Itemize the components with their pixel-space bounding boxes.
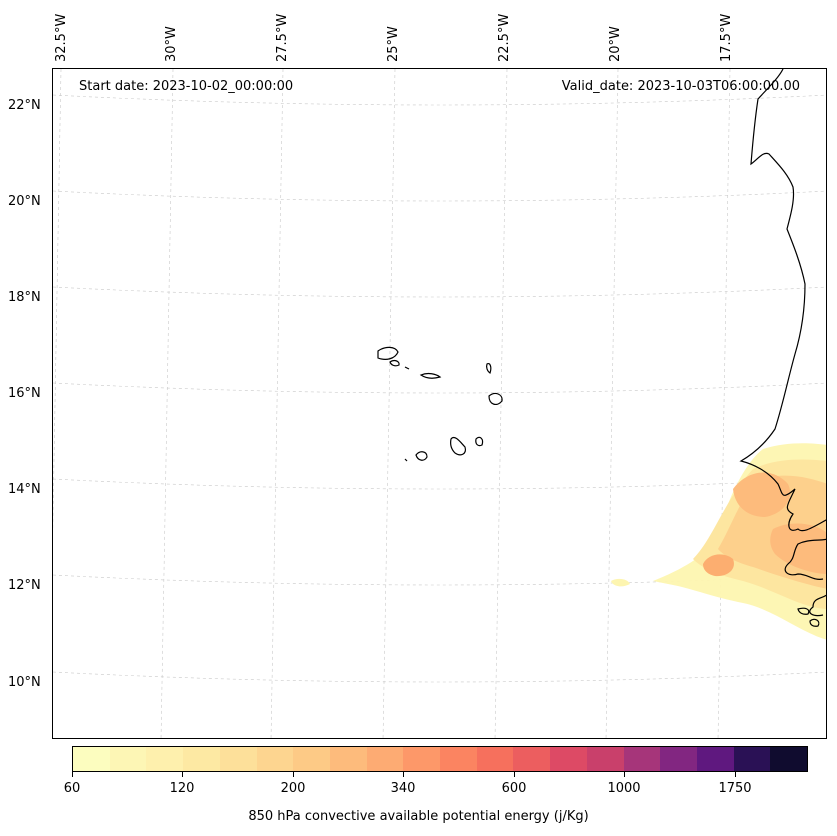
longitude-label: 20°W <box>608 26 623 62</box>
island-sao-vicente <box>389 359 400 367</box>
coastlines <box>377 69 826 627</box>
cape-fleck <box>611 578 630 587</box>
colorbar-tick-label: 60 <box>63 781 81 796</box>
latitude-label: 18°N <box>8 290 41 305</box>
island-santo-antao <box>377 346 399 360</box>
longitude-label: 30°W <box>164 26 179 62</box>
colorbar-tick-label: 600 <box>501 781 527 796</box>
colorbar-tick-label: 1750 <box>718 781 752 796</box>
latitude-label: 10°N <box>8 675 41 690</box>
island-maio <box>475 436 484 447</box>
island-brava <box>404 458 408 462</box>
meridian-line <box>605 69 619 738</box>
latitude-label: 22°N <box>8 98 41 113</box>
colorbar-tick <box>624 772 625 777</box>
map-svg <box>53 69 826 738</box>
island-santa-luzia <box>404 366 410 370</box>
colorbar-segment <box>146 747 184 771</box>
map-canvas[interactable] <box>52 68 827 739</box>
colorbar-tick <box>182 772 183 777</box>
longitude-label: 32.5°W <box>54 13 69 62</box>
island-bijagos-1 <box>797 607 810 615</box>
colorbar-tick <box>735 772 736 777</box>
gridlines <box>53 69 826 738</box>
colorbar-segment <box>550 747 587 771</box>
colorbar-segment <box>329 747 367 771</box>
colorbar-segment <box>513 747 551 771</box>
meridian-line <box>270 69 284 738</box>
africa-coastline <box>739 69 826 532</box>
meridian-line <box>494 69 508 738</box>
island-santiago <box>450 436 466 456</box>
colorbar-segment <box>660 747 697 771</box>
parallel-line <box>53 94 826 106</box>
parallel-line <box>53 190 826 202</box>
valid-date-label: Valid_date: 2023-10-03T06:00:00.00 <box>561 79 800 94</box>
colorbar-segment <box>109 747 147 771</box>
parallel-line <box>53 478 826 490</box>
colorbar-tick-label: 1000 <box>607 781 641 796</box>
colorbar-tick <box>514 772 515 777</box>
cape-field <box>611 443 826 640</box>
island-bijagos-2 <box>809 618 820 627</box>
island-sal <box>486 362 492 374</box>
parallel-line <box>53 574 826 586</box>
longitude-label: 22.5°W <box>497 13 512 62</box>
meridian-line <box>382 69 396 738</box>
meridian-line <box>160 69 174 738</box>
cape-band-4c <box>770 523 826 574</box>
colorbar-tick <box>72 772 73 777</box>
colorbar-tick <box>403 772 404 777</box>
parallel-line <box>53 286 826 298</box>
colorbar-segment <box>770 747 808 771</box>
colorbar-segment <box>73 747 110 771</box>
colorbar-segment <box>733 747 771 771</box>
colorbar-segment <box>623 747 661 771</box>
longitude-label: 27.5°W <box>275 13 290 62</box>
meridian-line <box>53 69 62 534</box>
longitude-label: 25°W <box>386 26 401 62</box>
colorbar-segment <box>440 747 477 771</box>
latitude-label: 16°N <box>8 386 41 401</box>
colorbar-segment <box>366 747 404 771</box>
longitude-label: 17.5°W <box>719 13 734 62</box>
start-date-label: Start date: 2023-10-02_00:00:00 <box>79 79 294 94</box>
colorbar-segment <box>256 747 294 771</box>
island-boa-vista <box>488 392 503 406</box>
cape-band-4 <box>733 472 791 517</box>
colorbar-tick-label: 120 <box>169 781 195 796</box>
colorbar-segment <box>293 747 330 771</box>
colorbar-segment <box>403 747 441 771</box>
latitude-label: 20°N <box>8 194 41 209</box>
latitude-label: 12°N <box>8 578 41 593</box>
colorbar-segment <box>476 747 514 771</box>
meridian-line <box>717 69 731 738</box>
colorbar-tick <box>293 772 294 777</box>
island-sao-nicolau <box>419 372 442 379</box>
island-fogo <box>415 451 428 461</box>
latitude-label: 14°N <box>8 482 41 497</box>
colorbar <box>72 746 808 772</box>
colorbar-segment <box>183 747 220 771</box>
colorbar-segment <box>696 747 734 771</box>
parallel-line <box>53 671 826 683</box>
parallel-line <box>53 382 826 394</box>
colorbar-tick-label: 340 <box>390 781 416 796</box>
colorbar-segment <box>219 747 257 771</box>
colorbar-tick-label: 200 <box>280 781 306 796</box>
colorbar-segment <box>586 747 624 771</box>
cape-band-4b <box>703 554 734 577</box>
colorbar-title: 850 hPa convective available potential e… <box>248 809 589 824</box>
africa-coast-south <box>784 538 826 617</box>
